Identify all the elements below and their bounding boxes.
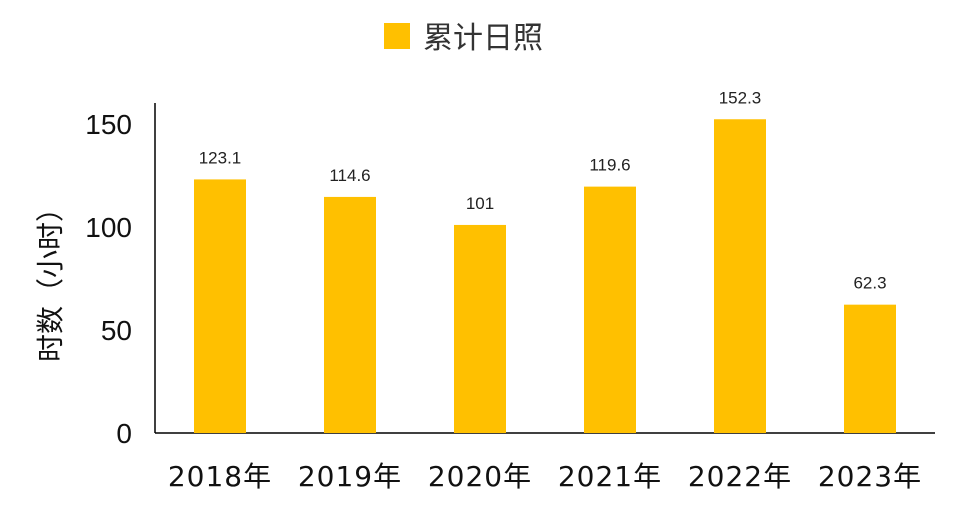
y-tick-label: 0 — [116, 418, 132, 449]
y-tick-label: 150 — [85, 109, 132, 140]
bar — [714, 119, 766, 434]
bars — [194, 119, 896, 434]
y-ticks: 0 50 100 150 — [85, 109, 132, 449]
x-tick-label: 2023年 — [818, 460, 922, 493]
x-tick-label: 2018年 — [168, 460, 272, 493]
bar — [194, 179, 246, 433]
data-label: 62.3 — [853, 274, 886, 293]
data-label: 152.3 — [719, 88, 762, 107]
legend: 累计日照 — [384, 21, 543, 56]
data-labels: 123.1 114.6 101 119.6 152.3 62.3 — [199, 88, 887, 292]
legend-swatch — [384, 23, 410, 49]
bar — [454, 224, 506, 433]
bar — [844, 304, 896, 433]
y-tick-label: 100 — [85, 212, 132, 243]
data-label: 119.6 — [589, 156, 630, 175]
x-ticks: 2018年 2019年 2020年 2021年 2022年 2023年 — [168, 460, 922, 493]
data-label: 123.1 — [199, 148, 242, 167]
data-label: 101 — [466, 194, 494, 213]
bar — [584, 186, 636, 433]
y-tick-label: 50 — [101, 315, 132, 346]
y-axis-title: 时数（小时） — [34, 194, 67, 362]
legend-label: 累计日照 — [423, 21, 543, 56]
x-tick-label: 2021年 — [558, 460, 662, 493]
x-tick-label: 2020年 — [428, 460, 532, 493]
x-tick-label: 2022年 — [688, 460, 792, 493]
data-label: 114.6 — [329, 166, 370, 185]
x-tick-label: 2019年 — [298, 460, 402, 493]
bar — [324, 196, 376, 433]
